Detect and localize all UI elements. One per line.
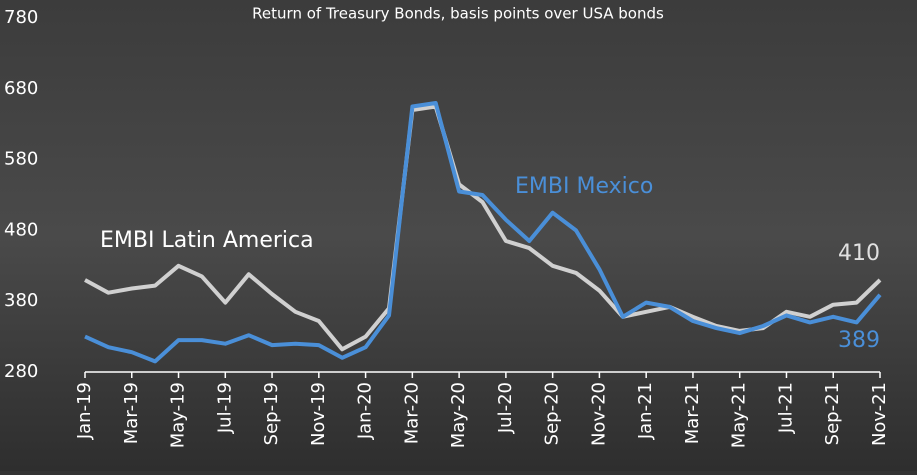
x-tick-label: Nov-20	[588, 382, 609, 446]
y-tick-label: 480	[4, 219, 38, 240]
x-tick-label: Jan-21	[635, 382, 656, 440]
x-tick-label: Mar-19	[121, 382, 142, 444]
x-tick-label: Mar-21	[682, 382, 703, 444]
x-tick-label: Nov-19	[308, 382, 329, 446]
x-tick-label: Nov-21	[869, 382, 890, 446]
x-tick-label: Jul-19	[214, 382, 235, 434]
x-tick-label: Jan-19	[74, 382, 95, 440]
value-label: 389	[838, 328, 880, 353]
series-line	[84, 101, 882, 364]
x-tick-label: May-19	[168, 382, 189, 448]
y-tick-label: 580	[4, 149, 38, 170]
x-tick-label: May-21	[729, 382, 750, 448]
x-tick-label: Sep-19	[261, 382, 282, 445]
x-tick-label: Jul-20	[495, 382, 516, 434]
legend-label: EMBI Latin America	[100, 228, 314, 253]
x-tick-label: Sep-20	[542, 382, 563, 445]
x-tick-label: May-20	[448, 382, 469, 448]
x-tick-label: Sep-21	[822, 382, 843, 445]
chart-title: Return of Treasury Bonds, basis points o…	[252, 5, 664, 23]
x-tick-label: Jul-21	[775, 382, 796, 434]
value-label: 410	[838, 241, 880, 266]
y-tick-label: 280	[4, 361, 38, 382]
y-tick-label: 680	[4, 78, 38, 99]
x-tick-label: Mar-20	[401, 382, 422, 444]
y-tick-label: 780	[4, 7, 38, 28]
y-tick-label: 380	[4, 290, 38, 311]
legend-label: EMBI Mexico	[515, 174, 653, 199]
x-tick-label: Jan-20	[355, 382, 376, 440]
